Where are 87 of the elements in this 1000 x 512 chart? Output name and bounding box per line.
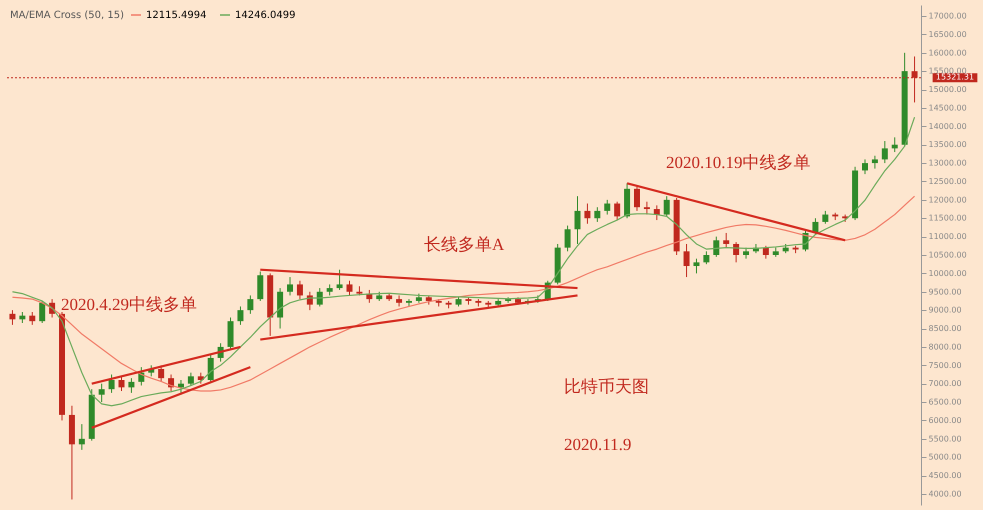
candlestick (416, 293, 422, 304)
candlestick (247, 294, 254, 314)
ref-line-label: 15321.31 (936, 72, 974, 82)
candlestick (872, 155, 878, 170)
y-tick-label: 17000.00 (928, 12, 967, 21)
candlestick (614, 201, 620, 221)
y-tick-label: 10000.00 (928, 268, 967, 278)
candlestick (574, 196, 581, 244)
annotation: 2020.11.9 (564, 435, 632, 454)
candlestick (78, 424, 85, 450)
y-tick-label: 11500.00 (928, 214, 967, 223)
legend-title: MA/EMA Cross (50, 15) (10, 10, 124, 21)
y-tick-label: 11000.00 (928, 232, 967, 242)
y-tick-label: 15000.00 (928, 85, 967, 94)
line-series (12, 116, 916, 406)
candlestick (178, 380, 184, 396)
candlestick (664, 196, 670, 217)
y-tick-label: 16500.00 (928, 30, 967, 39)
annotation: 长线多单A (424, 235, 505, 254)
candlestick (772, 247, 779, 258)
annotation: 2020.10.19中线多单 (666, 153, 810, 172)
y-tick-label: 9000.00 (928, 306, 962, 315)
candlestick (594, 206, 600, 222)
y-tick-label: 8000.00 (928, 342, 962, 352)
candlestick (654, 204, 660, 221)
candlestick (634, 186, 640, 212)
y-tick-label: 12500.00 (928, 176, 967, 186)
candlestick (128, 378, 134, 394)
y-tick-label: 13000.00 (928, 158, 967, 168)
candlestick (326, 284, 333, 296)
candlestick (892, 136, 898, 153)
y-tick-label: 9500.00 (928, 287, 962, 296)
candlestick (584, 203, 590, 224)
candlestick (98, 383, 105, 403)
candlestick (426, 294, 432, 306)
candlestick (346, 280, 352, 296)
y-tick-label: 7000.00 (928, 379, 962, 388)
candlestick (208, 354, 214, 382)
candlestick (237, 306, 244, 326)
candlestick (456, 296, 462, 307)
candlestick (257, 271, 264, 302)
y-tick-label: 5000.00 (928, 452, 962, 462)
candlestick (762, 245, 769, 260)
candlestick (336, 269, 343, 290)
candlestick (376, 291, 382, 302)
candlestick (108, 374, 115, 394)
candlestick (604, 199, 610, 216)
y-tick-label: 16000.00 (928, 48, 967, 58)
annotation: 2020.4.29中线多单 (61, 295, 197, 314)
y-tick-label: 4500.00 (928, 471, 962, 480)
y-tick-label: 6500.00 (928, 398, 962, 407)
y-tick-label: 4000.00 (928, 489, 962, 498)
candlestick (703, 250, 710, 265)
candlestick (158, 364, 164, 382)
candlestick (684, 243, 690, 278)
candlestick (188, 372, 194, 386)
candlestick (564, 225, 571, 252)
candlestick (39, 300, 46, 324)
candlestick (713, 236, 720, 258)
candlestick (9, 310, 16, 326)
y-tick-label: 8500.00 (928, 324, 962, 334)
candlestick (743, 247, 750, 260)
annotation: 比特币天图 (564, 377, 649, 396)
y-tick-label: 14000.00 (928, 122, 967, 131)
y-tick-label: 14500.00 (928, 103, 967, 112)
y-tick-label: 5500.00 (928, 434, 962, 444)
candlestick (19, 311, 26, 324)
candlestick (29, 311, 36, 326)
candlestick (723, 232, 730, 248)
candlestick (862, 158, 868, 175)
candlestick (287, 276, 294, 296)
y-tick-label: 10500.00 (928, 250, 967, 260)
legend-label: 12115.4994 (146, 10, 206, 21)
candlestick (822, 210, 828, 224)
candlestick (693, 258, 700, 274)
y-tick-label: 7500.00 (928, 360, 962, 370)
candlestick (733, 242, 740, 263)
candlestick (118, 376, 124, 392)
candlestick (882, 140, 888, 164)
candlestick (782, 243, 789, 254)
y-tick-label: 13500.00 (928, 140, 967, 150)
y-tick-label: 12000.00 (928, 195, 967, 204)
candlestick (396, 294, 402, 307)
y-tick-label: 6000.00 (928, 416, 962, 425)
legend-label: 14246.0499 (235, 10, 296, 21)
candlestick (644, 201, 650, 216)
candlestick (296, 280, 303, 300)
